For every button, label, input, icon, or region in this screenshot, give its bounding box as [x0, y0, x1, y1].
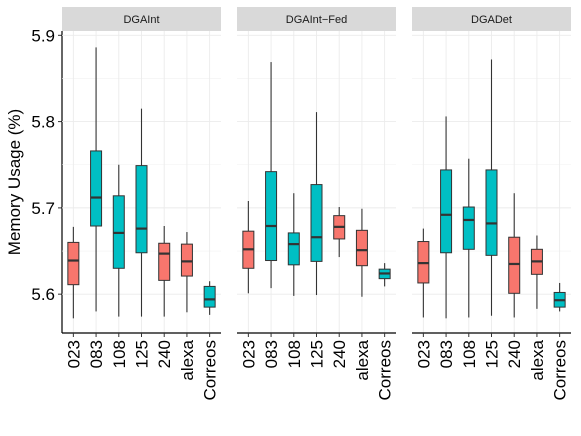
box-body	[310, 184, 323, 262]
box-240	[508, 193, 521, 318]
box-240	[158, 226, 171, 317]
box-083	[440, 116, 453, 319]
box-body	[158, 242, 171, 281]
box-body	[67, 241, 80, 286]
facet-strip	[237, 7, 396, 31]
x-tick-label: alexa	[353, 339, 372, 380]
facet-strip	[62, 7, 221, 31]
box-023	[242, 200, 255, 294]
facet-strip	[412, 7, 571, 31]
box-body	[508, 236, 521, 294]
x-tick-label: 083	[437, 340, 456, 368]
x-tick-label: Correos	[201, 340, 220, 400]
x-tick-label: 240	[155, 340, 174, 368]
y-tick-label: 5.6	[31, 285, 55, 304]
box-alexa	[180, 232, 193, 313]
x-tick-label: alexa	[528, 339, 547, 380]
box-body	[287, 232, 300, 266]
box-alexa	[355, 208, 368, 297]
box-body	[135, 165, 148, 254]
box-Correos	[553, 282, 566, 312]
facet-strip-title: DGAInt−Fed	[286, 14, 347, 26]
box-body	[485, 169, 498, 256]
x-tick-label: 240	[330, 340, 349, 368]
facet-panel: DGAInt−Fed 023 083 108 125 240 alexa Correos	[237, 7, 396, 400]
x-tick-label: Correos	[551, 340, 570, 400]
box-body	[90, 150, 103, 227]
x-tick-label: 023	[64, 340, 83, 368]
x-tick-label: 240	[505, 340, 524, 368]
x-tick-label: 125	[483, 340, 502, 368]
x-tick-label: 023	[414, 340, 433, 368]
box-alexa	[530, 235, 543, 309]
box-108	[112, 164, 125, 317]
x-tick-label: Correos	[376, 340, 395, 400]
box-body	[203, 285, 216, 308]
x-tick-label: 083	[262, 340, 281, 368]
box-body	[180, 243, 193, 277]
x-tick-label: alexa	[178, 339, 197, 380]
y-tick-label: 5.9	[31, 26, 55, 45]
x-tick-label: 108	[110, 340, 129, 368]
x-tick-label: 125	[308, 340, 327, 368]
box-body	[355, 229, 368, 267]
box-Correos	[378, 263, 391, 287]
facet-panel: DGADet 023 083 108 125 240 alexa Correos	[412, 7, 571, 400]
facet-panel: DGAInt 023 083 108 125 240 alexa Correos	[62, 7, 221, 400]
box-083	[90, 47, 103, 312]
y-axis-label: Memory Usage (%)	[5, 109, 24, 255]
box-body	[265, 171, 278, 262]
x-tick-label: 083	[87, 340, 106, 368]
box-125	[310, 112, 323, 296]
box-240	[333, 207, 346, 258]
y-tick-label: 5.7	[31, 199, 55, 218]
y-tick-label: 5.8	[31, 113, 55, 132]
x-tick-label: 108	[460, 340, 479, 368]
box-125	[485, 59, 498, 316]
box-083	[265, 62, 278, 289]
box-108	[462, 158, 475, 318]
box-125	[135, 108, 148, 317]
box-023	[417, 228, 430, 318]
facet-strip-title: DGADet	[471, 14, 512, 26]
facet-strip-title: DGAInt	[123, 14, 159, 26]
x-tick-label: 108	[285, 340, 304, 368]
box-108	[287, 193, 300, 296]
box-023	[67, 226, 80, 319]
box-Correos	[203, 281, 216, 315]
x-tick-label: 023	[239, 340, 258, 368]
x-tick-label: 125	[133, 340, 152, 368]
box-body	[440, 169, 453, 254]
box-body	[462, 206, 475, 250]
